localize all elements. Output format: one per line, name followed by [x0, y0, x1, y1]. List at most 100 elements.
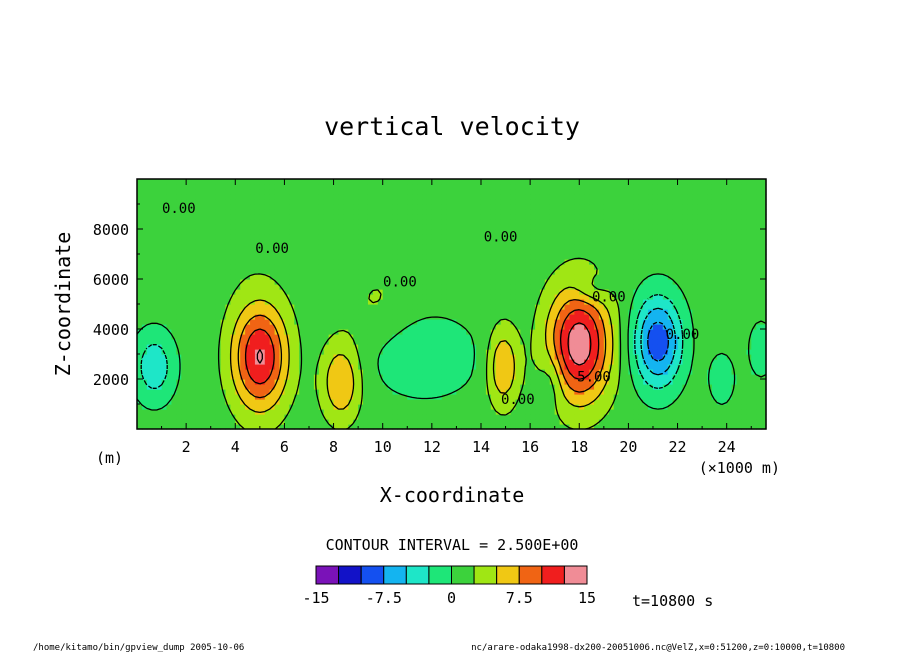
field-cell [166, 309, 172, 315]
field-cell [151, 379, 158, 385]
field-cell [613, 399, 620, 405]
field-cell [539, 419, 546, 425]
field-cell [313, 259, 320, 265]
field-cell [721, 264, 728, 270]
field-cell [171, 399, 177, 405]
field-cell [264, 329, 271, 335]
field-cell [598, 364, 605, 370]
field-cell [505, 284, 512, 290]
field-cell [338, 379, 344, 385]
field-cell [338, 359, 344, 365]
field-cell [195, 394, 202, 400]
field-cell [205, 309, 212, 315]
field-cell [530, 394, 536, 400]
field-cell [294, 369, 300, 375]
field-cell [289, 284, 295, 290]
field-cell [554, 269, 561, 275]
field-cell [490, 409, 497, 415]
field-cell [471, 324, 477, 330]
field-cell [643, 339, 649, 345]
field-cell [156, 274, 163, 280]
field-cell [476, 419, 482, 425]
field-cell [736, 334, 743, 340]
field-cell [156, 374, 163, 380]
field-cell [505, 304, 512, 310]
field-cell [751, 294, 757, 300]
field-cell [417, 284, 423, 290]
field-cell [554, 279, 561, 285]
field-cell [328, 324, 335, 330]
field-cell [726, 324, 733, 330]
field-cell [515, 424, 521, 430]
field-cell [195, 384, 202, 390]
field-cell [505, 369, 512, 375]
field-cell [662, 289, 669, 295]
field-cell [554, 339, 561, 345]
field-cell [264, 414, 271, 420]
field-cell [210, 234, 217, 240]
field-cell [215, 419, 222, 425]
field-cell [539, 284, 546, 290]
field-cell [264, 319, 271, 325]
field-cell [392, 234, 399, 240]
field-cell [441, 289, 448, 295]
field-cell [471, 424, 477, 430]
field-cell [618, 284, 625, 290]
field-cell [476, 239, 482, 245]
field-cell [446, 309, 453, 315]
field-cell [456, 419, 462, 425]
field-cell [191, 284, 197, 290]
field-cell [579, 264, 585, 270]
field-cell [436, 354, 443, 360]
field-cell [721, 314, 728, 320]
field-cell [377, 384, 384, 390]
field-cell [422, 414, 428, 420]
field-cell [682, 254, 688, 260]
field-cell [230, 424, 236, 430]
field-cell [353, 329, 359, 335]
field-cell [589, 334, 595, 340]
field-cell [692, 384, 698, 390]
field-cell [530, 339, 536, 345]
field-cell [446, 409, 453, 415]
field-cell [348, 269, 354, 275]
field-cell [333, 324, 340, 330]
field-cell [485, 404, 492, 410]
field-cell [456, 289, 462, 295]
field-cell [289, 259, 295, 265]
field-cell [156, 349, 163, 355]
field-cell [539, 279, 546, 285]
field-cell [446, 324, 453, 330]
field-cell [279, 299, 286, 305]
field-cell [471, 389, 477, 395]
field-cell [269, 329, 276, 335]
field-cell [707, 419, 713, 425]
field-cell [343, 424, 349, 430]
field-cell [697, 414, 703, 420]
field-cell [431, 384, 438, 390]
field-cell [711, 394, 718, 400]
field-cell [623, 244, 629, 250]
field-cell [662, 404, 669, 410]
field-cell [697, 319, 703, 325]
field-cell [254, 364, 261, 370]
field-cell [613, 379, 620, 385]
field-cell [245, 259, 251, 265]
field-cell [141, 354, 148, 360]
field-cell [250, 264, 256, 270]
field-cell [181, 339, 187, 345]
field-cell [677, 269, 684, 275]
field-cell [171, 324, 177, 330]
field-cell [687, 319, 693, 325]
field-cell [156, 419, 163, 425]
field-cell [156, 304, 163, 310]
field-cell [171, 274, 177, 280]
field-cell [480, 329, 487, 335]
field-cell [181, 344, 187, 350]
field-cell [476, 404, 482, 410]
field-cell [230, 419, 236, 425]
field-cell [422, 279, 428, 285]
field-cell [726, 279, 733, 285]
field-cell [672, 239, 679, 245]
